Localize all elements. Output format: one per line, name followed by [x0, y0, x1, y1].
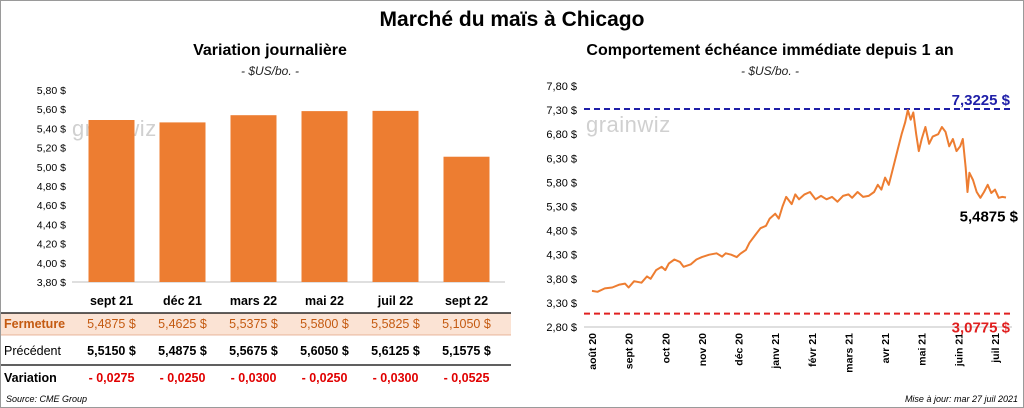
bar-y-tick-label: 4,00 $ [37, 258, 66, 270]
bar-y-tick-label: 5,00 $ [37, 162, 66, 174]
bar-y-tick-label: 4,80 $ [37, 181, 66, 193]
bar-chart-unit: - $US/bo. - [240, 64, 300, 78]
line-y-tick-label: 3,30 $ [546, 298, 577, 310]
table-cell: 5,5825 $ [371, 317, 420, 331]
table-row-label: Variation [4, 371, 57, 385]
line-x-tick-label: juin 21 [953, 333, 965, 367]
bar-mark [443, 156, 490, 282]
bar-category-label: mai 22 [305, 294, 344, 308]
high-value-label: 7,3225 $ [952, 92, 1011, 109]
bar-category-label: juil 22 [377, 294, 413, 308]
table-cell: - 0,0525 [444, 371, 490, 385]
line-x-tick-label: nov 20 [697, 333, 709, 366]
bar-y-tick-label: 3,80 $ [37, 277, 66, 289]
bar-chart-title: Variation journalière [193, 42, 347, 59]
line-x-tick-label: mars 21 [843, 333, 855, 373]
table-cell: 5,4875 $ [158, 344, 207, 358]
table-cell: - 0,0275 [89, 371, 135, 385]
line-y-tick-label: 6,30 $ [546, 153, 577, 165]
table-cell: 5,5375 $ [229, 317, 278, 331]
line-x-tick-label: oct 20 [660, 333, 672, 364]
table-cell: 5,1575 $ [442, 344, 491, 358]
bar-category-label: mars 22 [230, 294, 277, 308]
line-x-tick-label: déc 20 [734, 333, 746, 366]
main-title: Marché du maïs à Chicago [379, 8, 645, 31]
table-cell: 5,1050 $ [442, 317, 491, 331]
table-cell: - 0,0250 [302, 371, 348, 385]
update-note: Mise à jour: mar 27 juil 2021 [904, 394, 1018, 404]
line-y-tick-label: 7,80 $ [546, 81, 577, 93]
price-series-line [591, 109, 1007, 293]
line-chart-unit: - $US/bo. - [740, 64, 800, 78]
source-note: Source: CME Group [6, 394, 88, 404]
last-value-label: 5,4875 $ [960, 208, 1019, 225]
bar-y-tick-label: 4,20 $ [37, 239, 66, 251]
bar-mark [230, 115, 277, 282]
bar-category-label: sept 21 [90, 294, 133, 308]
table-cell: - 0,0300 [373, 371, 419, 385]
line-y-tick-label: 5,30 $ [546, 202, 577, 214]
bar-category-label: sept 22 [445, 294, 488, 308]
table-cell: 5,5150 $ [87, 344, 136, 358]
table-row-label: Fermeture [4, 317, 65, 331]
bar-y-tick-label: 4,40 $ [37, 219, 66, 231]
bar-y-tick-label: 5,60 $ [37, 104, 66, 116]
line-y-tick-label: 2,80 $ [546, 322, 577, 334]
table-cell: - 0,0300 [231, 371, 277, 385]
table-cell: 5,5800 $ [300, 317, 349, 331]
line-x-tick-label: avr 21 [880, 333, 892, 364]
line-y-tick-label: 6,80 $ [546, 129, 577, 141]
line-x-tick-label: août 20 [587, 333, 599, 370]
bar-y-tick-label: 5,40 $ [37, 123, 66, 135]
low-value-label: 3,0775 $ [952, 320, 1011, 337]
bar-mark [372, 110, 419, 282]
line-y-tick-label: 7,30 $ [546, 105, 577, 117]
bar-y-tick-label: 5,20 $ [37, 143, 66, 155]
table-row-highlight [1, 313, 511, 335]
bar-category-label: déc 21 [163, 294, 202, 308]
line-x-tick-label: sept 20 [624, 333, 636, 369]
bar-mark [301, 111, 348, 283]
line-y-tick-label: 4,80 $ [546, 226, 577, 238]
table-row-label: Précédent [4, 344, 62, 358]
line-x-tick-label: janv 21 [770, 333, 782, 370]
table-cell: 5,6125 $ [371, 344, 420, 358]
bar-mark [88, 120, 135, 282]
line-y-tick-label: 3,80 $ [546, 274, 577, 286]
watermark-right: grainwiz [586, 112, 671, 137]
table-cell: 5,6050 $ [300, 344, 349, 358]
line-y-tick-label: 5,80 $ [546, 177, 577, 189]
table-cell: - 0,0250 [160, 371, 206, 385]
bar-y-tick-label: 4,60 $ [37, 200, 66, 212]
table-cell: 5,4625 $ [158, 317, 207, 331]
bar-y-tick-label: 5,80 $ [37, 85, 66, 97]
line-chart-title: Comportement échéance immédiate depuis 1… [586, 42, 954, 59]
table-cell: 5,4875 $ [87, 317, 136, 331]
line-x-tick-label: juil 21 [990, 333, 1002, 364]
line-x-tick-label: févr 21 [807, 333, 819, 367]
line-y-tick-label: 4,30 $ [546, 250, 577, 262]
bar-mark [159, 122, 206, 283]
bar-chart: 3,80 $ 4,00 $ 4,20 $ 4,40 $ 4,60 $ 4,80 $ 5,00… [1, 85, 511, 385]
table-cell: 5,5675 $ [229, 344, 278, 358]
line-x-tick-label: mai 21 [917, 333, 929, 366]
